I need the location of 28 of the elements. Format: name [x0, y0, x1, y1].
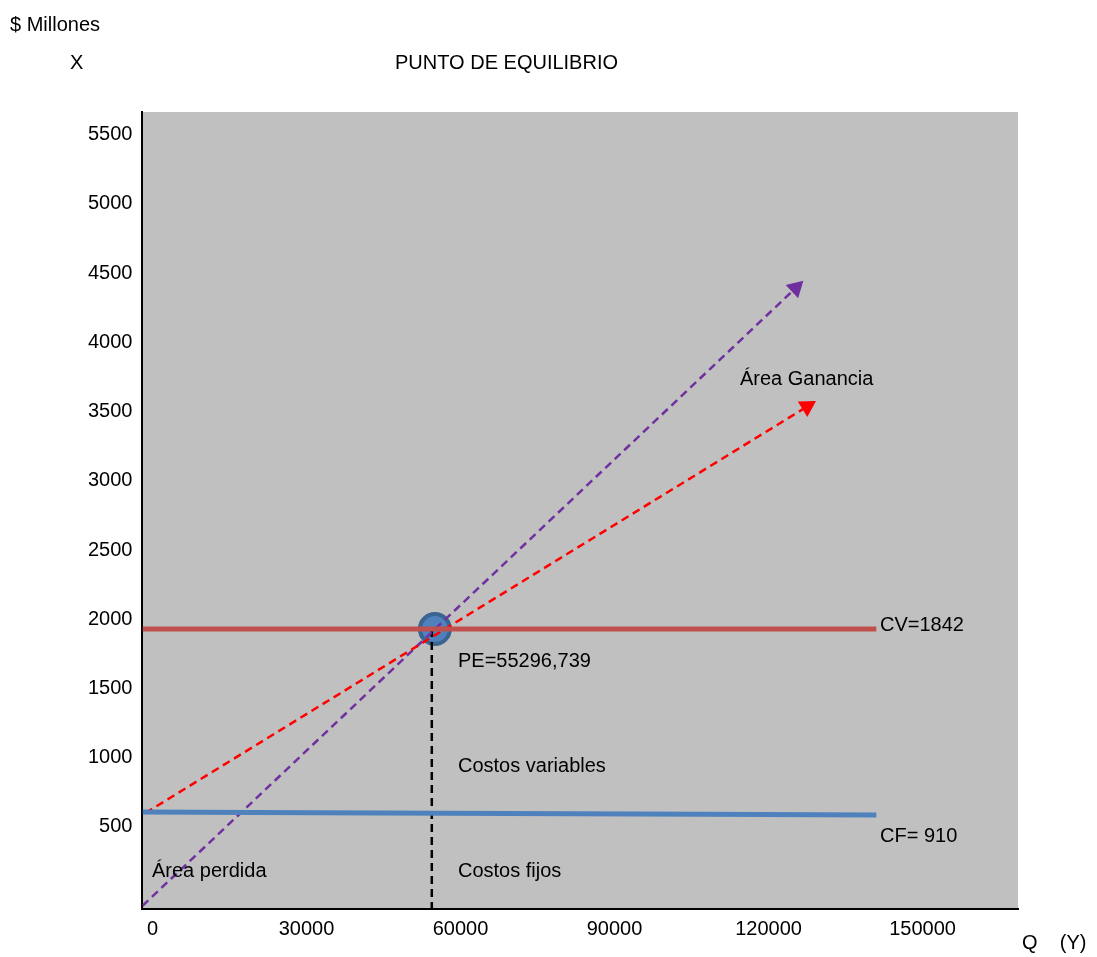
y-tick-label: 1500: [87, 675, 133, 698]
y-tick-label: 1000: [87, 745, 133, 768]
y-tick-label: 5500: [87, 122, 133, 145]
y-tick-label: 5000: [87, 191, 133, 214]
annotation: PE=55296,739: [458, 648, 591, 672]
x-tick-label: 120000: [735, 916, 802, 939]
annotation: Área Ganancia: [740, 366, 874, 390]
y-tick-label: 3500: [87, 399, 133, 422]
y-tick-label: 2000: [87, 606, 133, 629]
x-tick-label: 60000: [432, 916, 489, 939]
y-tick-label: 3000: [87, 468, 133, 491]
y-tick-label: 2500: [87, 537, 133, 560]
annotation: CV=1842: [880, 612, 964, 636]
x-tick-label: 90000: [586, 916, 643, 939]
annotation: Costos variables: [458, 753, 606, 777]
y-axis-title: $ Millones: [10, 12, 101, 36]
annotation: Área perdida: [152, 858, 267, 882]
y-tick-label: 4000: [87, 329, 133, 352]
annotation: Costos fijos: [458, 858, 562, 882]
x-axis-title: Q (Y): [1022, 930, 1087, 954]
x-tick-label: 150000: [889, 916, 956, 939]
text: X: [70, 50, 84, 74]
y-tick-label: 4500: [87, 260, 133, 283]
annotation: CF= 910: [880, 823, 958, 847]
x-tick-label: 30000: [278, 916, 335, 939]
x-tick-label: 0: [146, 916, 159, 939]
y-tick-label: 500: [99, 814, 133, 837]
chart-title: PUNTO DE EQUILIBRIO: [395, 50, 619, 74]
